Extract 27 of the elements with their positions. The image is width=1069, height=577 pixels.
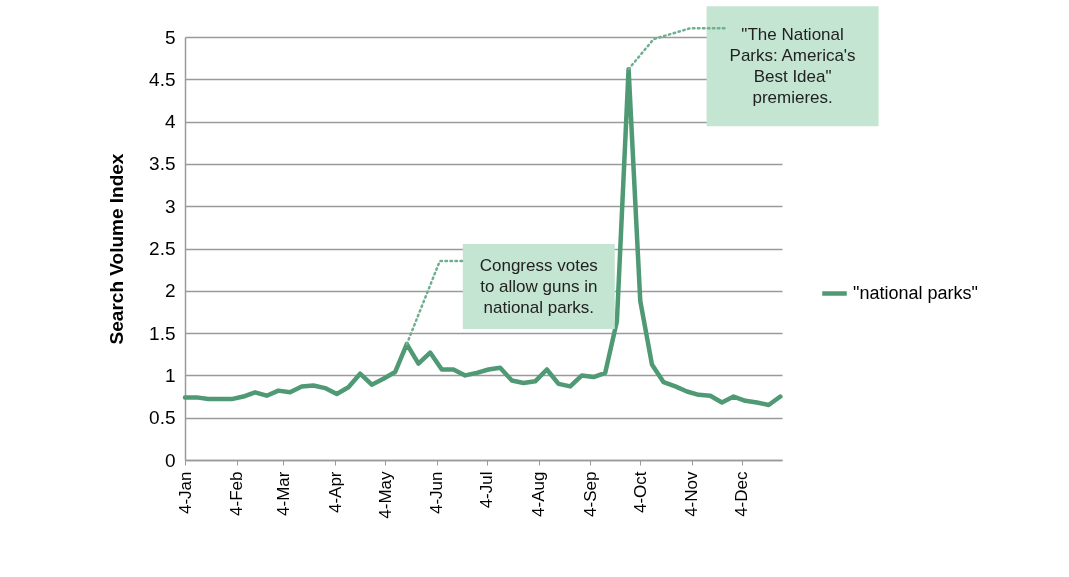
y-tick-label: 3 xyxy=(164,195,176,217)
x-tick-label: 4-Jan xyxy=(175,471,195,515)
x-tick-label: 4-Dec xyxy=(732,471,752,517)
x-tick-label: 4-Apr xyxy=(325,471,345,514)
y-tick-label: 1.5 xyxy=(149,322,176,344)
annotation: "The National Parks: America's Best Idea" premieres. xyxy=(729,24,856,107)
y-tick-label: 0.5 xyxy=(149,407,176,429)
y-tick-label: 4.5 xyxy=(149,68,176,90)
y-tick-label: 0 xyxy=(164,449,176,471)
x-tick-label: 4-Oct xyxy=(630,471,650,514)
x-tick-label: 4-Feb xyxy=(227,471,247,516)
x-tick-label: 4-Jun xyxy=(427,471,447,515)
y-axis-title: Search Volume Index xyxy=(106,153,128,345)
y-tick-label: 2.5 xyxy=(149,238,176,259)
x-tick-label: 4-Sep xyxy=(580,471,600,517)
x-tick-label: 4-May xyxy=(375,471,395,519)
x-tick-label: 4-Aug xyxy=(529,471,549,517)
x-tick-label: 4-Nov xyxy=(682,471,702,517)
y-tick-label: 4 xyxy=(164,111,176,133)
y-tick-label: 3.5 xyxy=(149,153,176,175)
x-tick-label: 4-Jul xyxy=(477,471,497,509)
annotation: Congress votes to allow guns in national parks. xyxy=(479,255,598,317)
y-tick-label: 5 xyxy=(164,26,176,48)
y-tick-label: 1 xyxy=(164,364,176,386)
x-tick-label: 4-Mar xyxy=(273,471,293,516)
y-tick-label: 2 xyxy=(164,280,176,302)
legend-label: "national parks" xyxy=(853,282,978,303)
